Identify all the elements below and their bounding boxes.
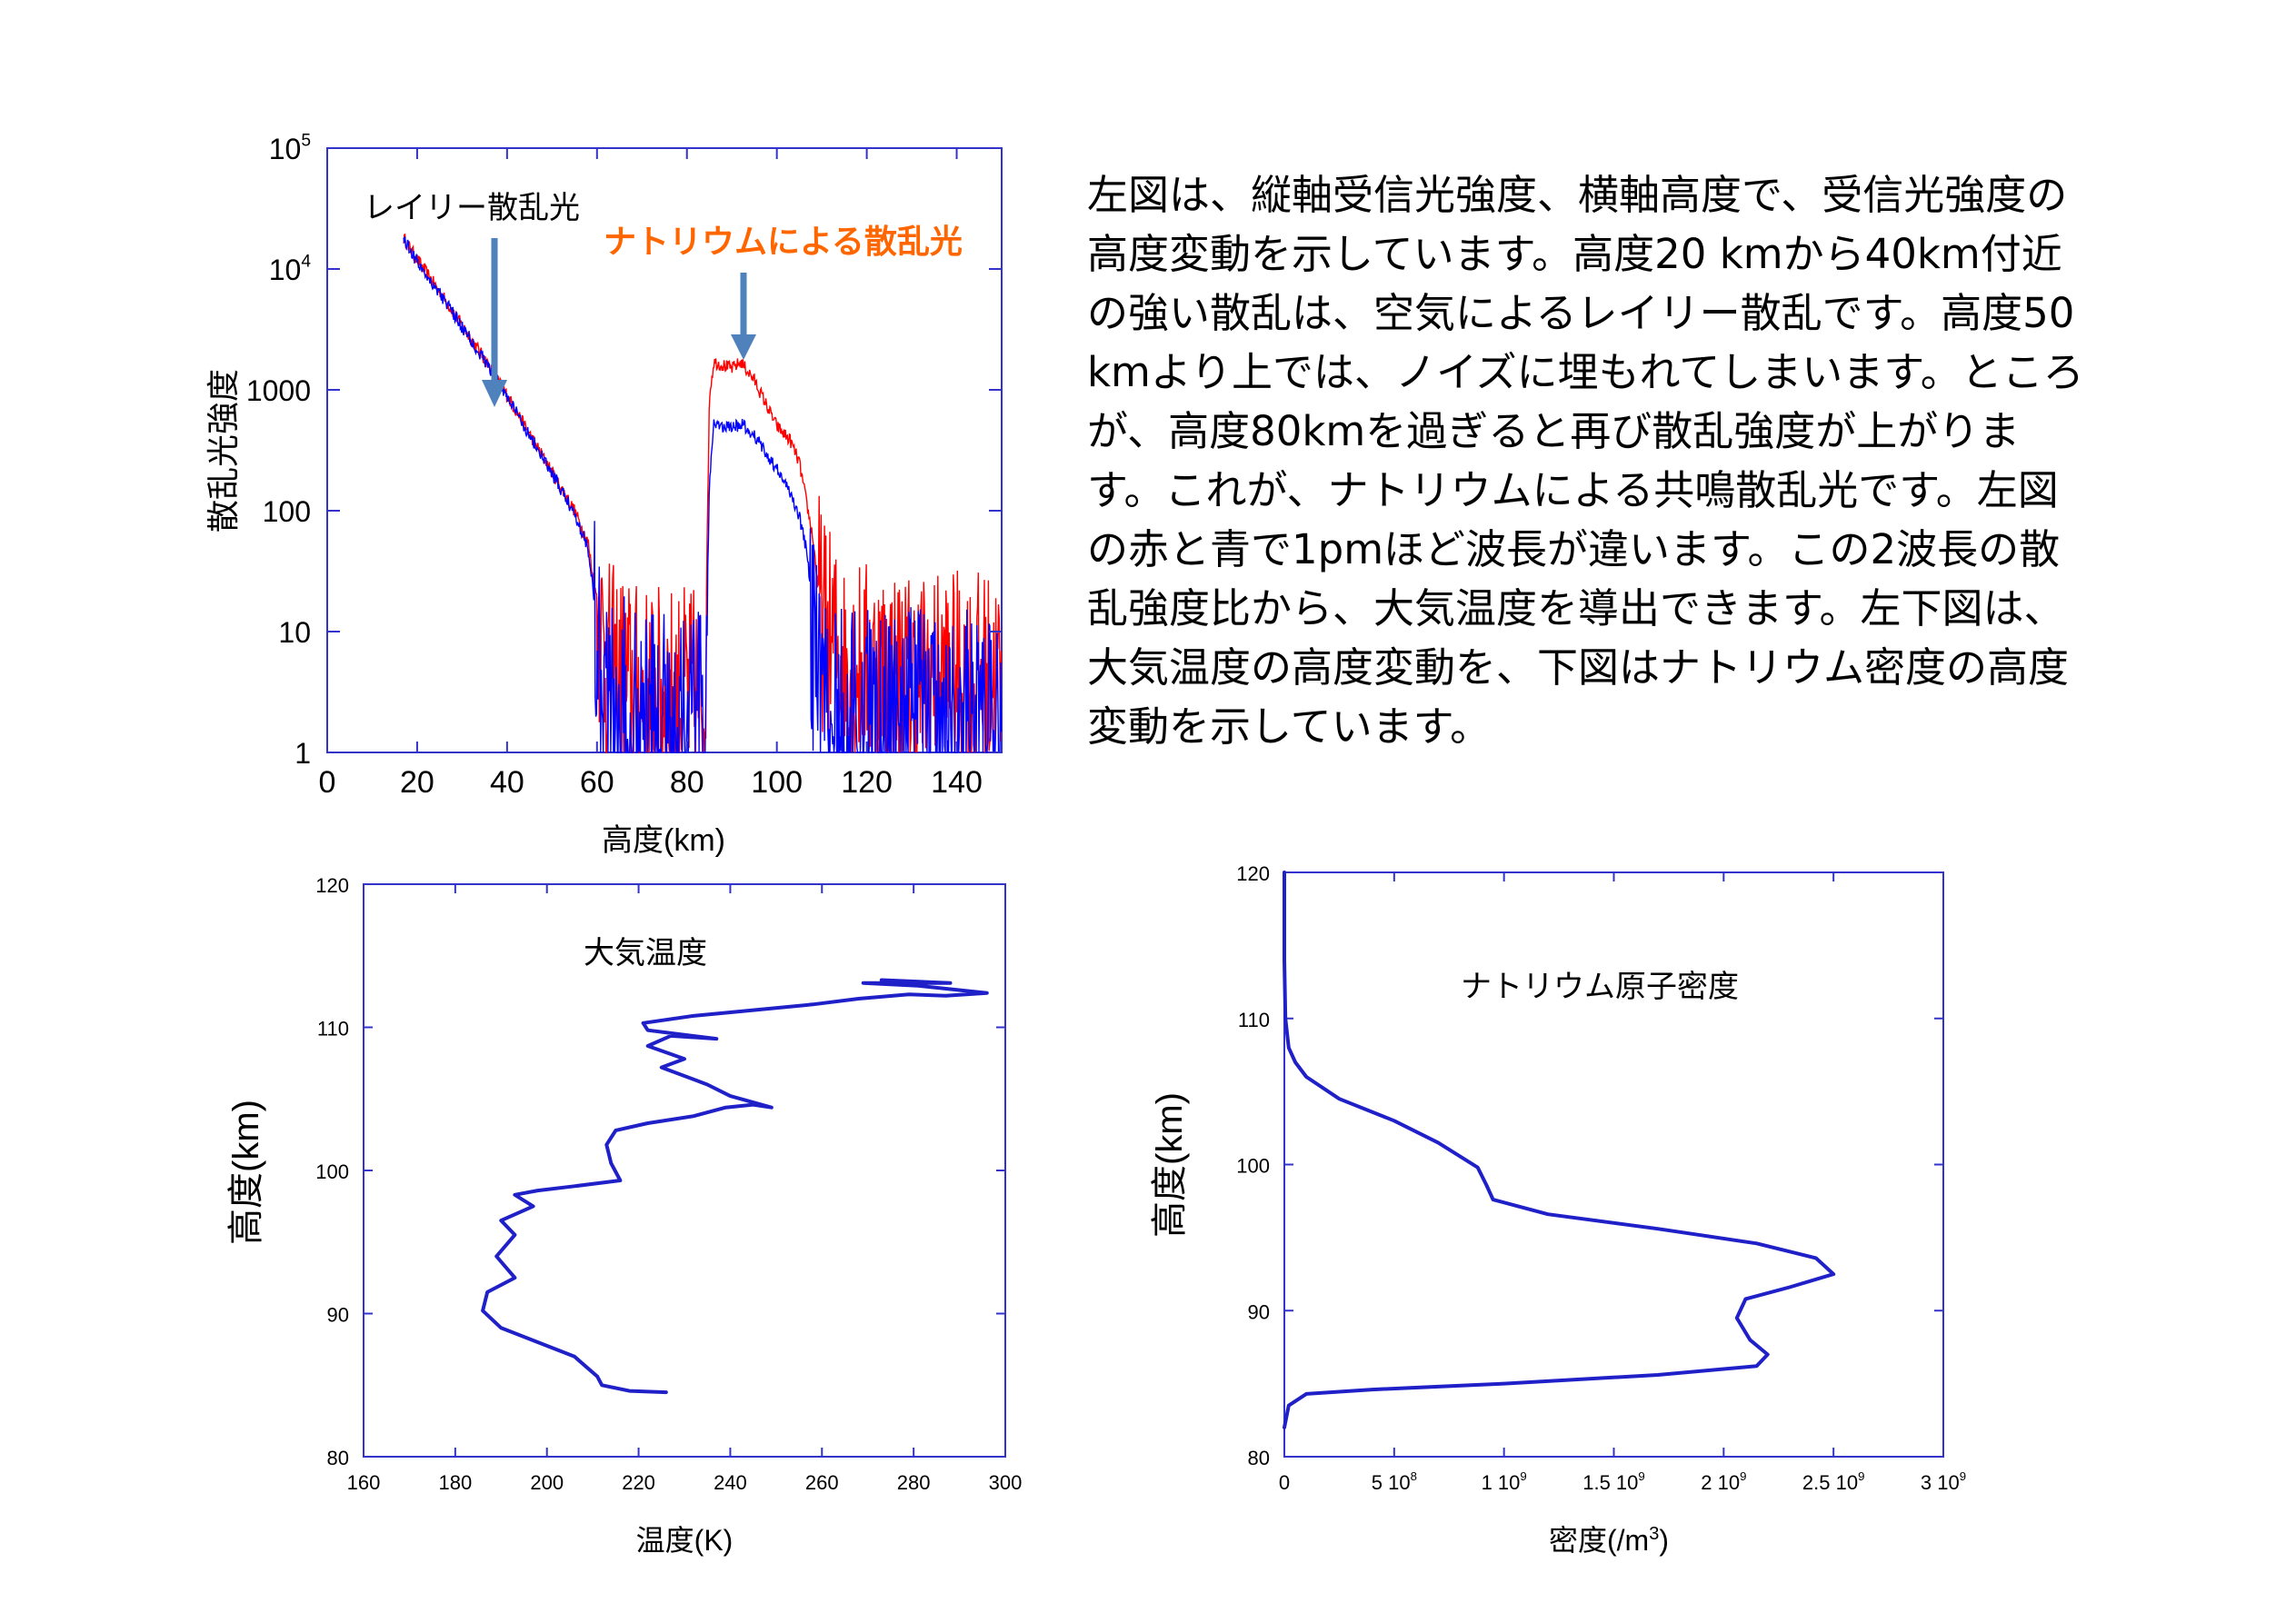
x-tick-label: 1 109 xyxy=(1482,1469,1527,1494)
y-tick-label: 10 xyxy=(278,616,311,649)
y-tick-label: 90 xyxy=(1248,1300,1270,1323)
temperature-chart: 160 180 200 220 240 260 280 300 80 90 100 110 120 大気… xyxy=(226,874,1022,1557)
plot-frame xyxy=(1283,871,1944,1458)
scatter-intensity-chart: 0 20 40 60 80 100 120 140 1 10 100 1000 104 105 散乱光強度… xyxy=(205,132,1003,858)
y-tick-label: 110 xyxy=(317,1018,349,1041)
x-tick-label: 60 xyxy=(580,765,614,800)
plot-frame xyxy=(326,147,1003,753)
series-line xyxy=(1283,871,1836,1429)
y-tick-label: 1 xyxy=(294,737,311,770)
x-axis-label: 高度(km) xyxy=(602,823,725,858)
x-axis-label: 密度(/m3) xyxy=(1549,1524,1669,1557)
y-tick-label: 100 xyxy=(263,495,311,528)
x-tick-label: 0 xyxy=(319,765,336,800)
y-tick-label: 80 xyxy=(1248,1447,1270,1469)
x-tick-label: 240 xyxy=(714,1471,747,1494)
y-tick-label: 90 xyxy=(327,1304,349,1327)
x-tick-label: 220 xyxy=(622,1471,655,1494)
y-tick-label: 100 xyxy=(1236,1155,1270,1178)
y-tick-label: 100 xyxy=(315,1160,349,1183)
x-tick-label: 280 xyxy=(897,1471,931,1494)
series-line-blue xyxy=(403,236,1003,753)
y-tick-label: 120 xyxy=(1236,862,1270,885)
x-tick-label: 180 xyxy=(438,1471,472,1494)
x-tick-label: 120 xyxy=(841,765,893,800)
x-tick-label: 160 xyxy=(347,1471,381,1494)
x-tick-label: 300 xyxy=(989,1471,1023,1494)
x-tick-label: 140 xyxy=(931,765,983,800)
y-axis-label: 散乱光強度 xyxy=(205,369,242,533)
x-tick-label: 1.5 109 xyxy=(1582,1469,1645,1494)
x-tick-label: 260 xyxy=(805,1471,839,1494)
y-tick-label: 104 xyxy=(269,253,312,286)
arrow-sodium xyxy=(731,273,756,360)
series-line-red xyxy=(403,233,1003,753)
y-tick-label: 80 xyxy=(327,1447,349,1469)
y-tick-label: 110 xyxy=(1238,1009,1270,1031)
x-tick-label: 2.5 109 xyxy=(1802,1469,1865,1494)
description-text: 左図は、縦軸受信光強度、横軸高度で、受信光強度の高度変動を示しています。高度20… xyxy=(1087,171,2084,751)
chart-title: ナトリウム原子密度 xyxy=(1461,970,1739,1004)
sodium-annotation: ナトリウムによる散乱光 xyxy=(604,223,963,260)
x-tick-label: 20 xyxy=(400,765,434,800)
x-tick-label: 40 xyxy=(490,765,524,800)
x-tick-label: 0 xyxy=(1279,1471,1290,1494)
y-axis-label: 高度(km) xyxy=(226,1100,266,1245)
x-axis-label: 温度(K) xyxy=(636,1524,734,1557)
x-tick-label: 80 xyxy=(670,765,704,800)
x-tick-label: 200 xyxy=(530,1471,564,1494)
y-tick-label: 1000 xyxy=(246,374,311,407)
arrow-rayleigh xyxy=(482,238,507,407)
y-tick-label: 120 xyxy=(315,874,349,897)
sodium-density-chart: 0 5 108 1 109 1.5 109 2 109 2.5 109 3 109 80 90 1… xyxy=(1150,862,1966,1557)
chart-title: 大気温度 xyxy=(584,936,707,971)
series-line xyxy=(481,978,989,1395)
y-tick-label: 105 xyxy=(269,132,311,165)
y-axis-label: 高度(km) xyxy=(1150,1092,1190,1238)
x-tick-label: 5 108 xyxy=(1372,1469,1417,1494)
x-tick-label: 100 xyxy=(751,765,803,800)
x-tick-label: 3 109 xyxy=(1921,1469,1966,1494)
x-tick-label: 2 109 xyxy=(1701,1469,1746,1494)
rayleigh-annotation: レイリー散乱光 xyxy=(364,191,580,225)
